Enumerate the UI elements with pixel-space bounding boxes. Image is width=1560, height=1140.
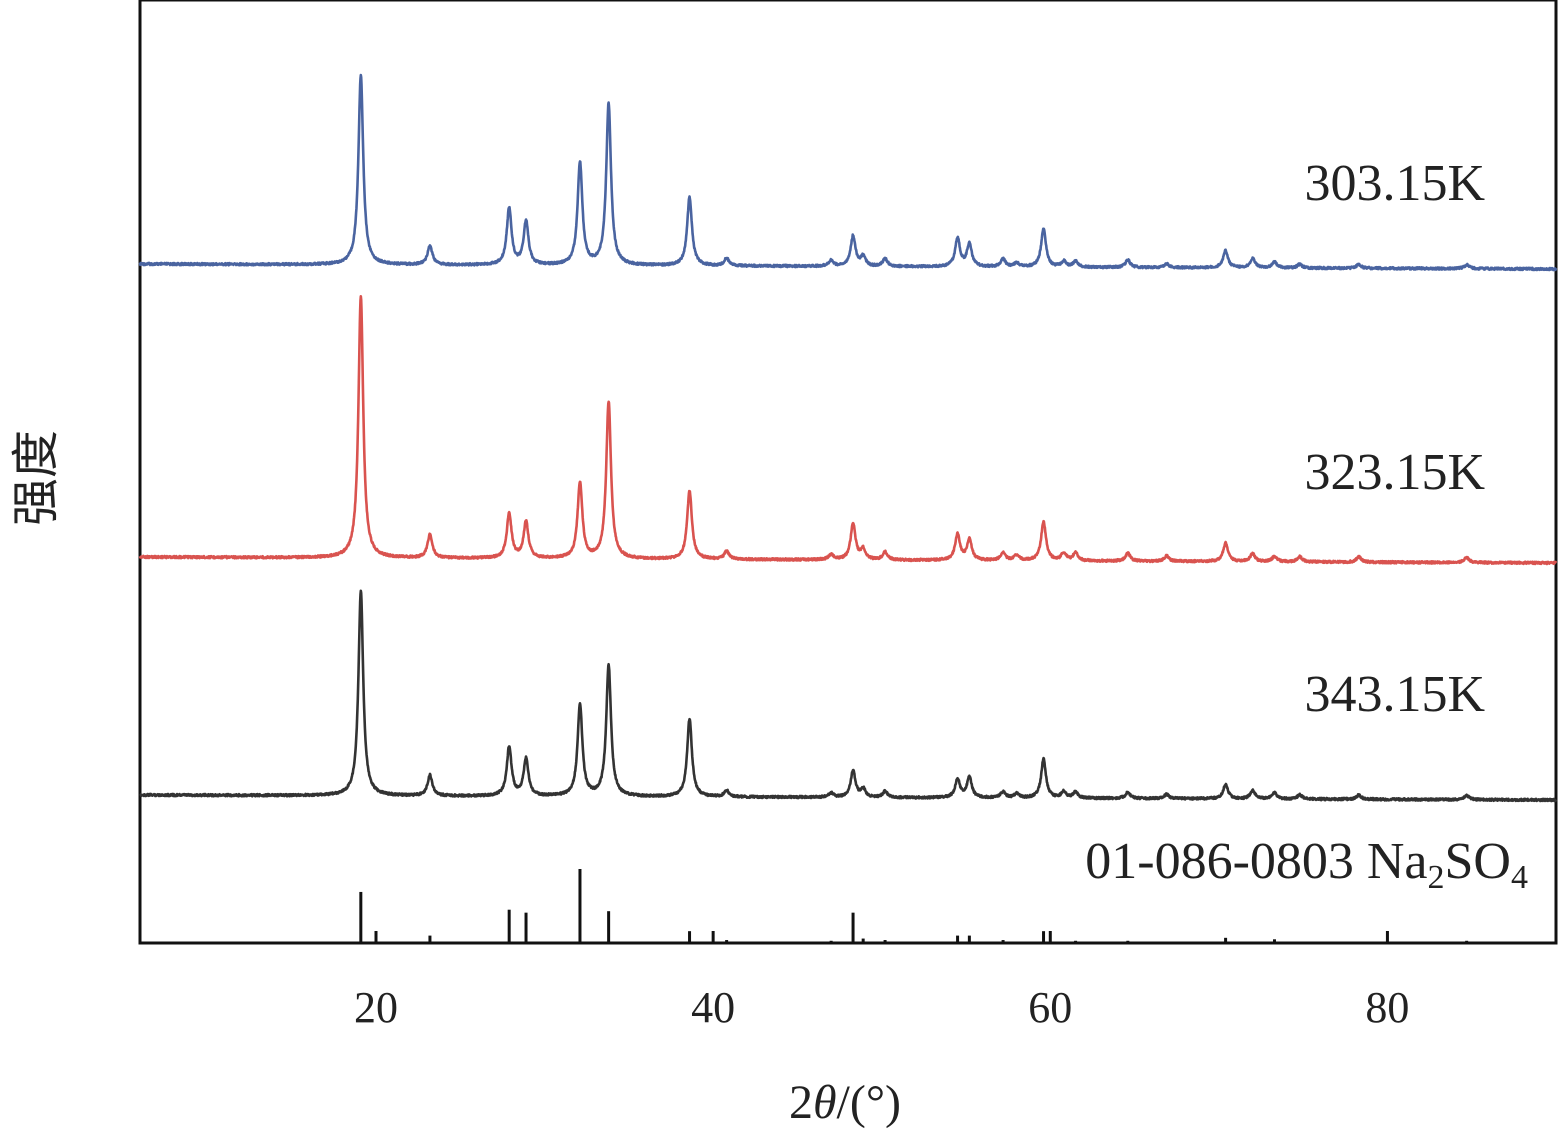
series-label-303: 303.15K: [1304, 155, 1485, 212]
x-tick-label-20: 20: [354, 983, 398, 1032]
plot-frame: [138, 0, 1558, 945]
reference-label-mid: SO: [1445, 833, 1511, 890]
x-tick-label-80: 80: [1365, 983, 1409, 1032]
reference-label: 01-086-0803 Na2SO4: [1085, 833, 1528, 896]
series-line-323.15K: [138, 294, 1558, 566]
reference-pattern: [359, 869, 1469, 943]
series-label-343: 343.15K: [1304, 666, 1485, 723]
x-axis-title-pre: 2: [789, 1076, 813, 1129]
x-tick-label-60: 60: [1028, 983, 1072, 1032]
x-ticks: 20 40 60 80: [354, 931, 1409, 1032]
series-line-303.15K: [138, 73, 1558, 272]
series-line-343.15K: [139, 589, 1558, 803]
x-axis-title-post: /(°): [837, 1076, 902, 1129]
series-label-323: 323.15K: [1304, 444, 1485, 501]
reference-label-main: 01-086-0803 Na: [1085, 833, 1427, 890]
reference-label-sub2: 4: [1511, 859, 1528, 896]
y-axis-title: 强度: [8, 430, 64, 526]
x-axis-title-theta: θ: [813, 1076, 837, 1129]
x-axis-title: 2θ/(°): [789, 1076, 901, 1129]
reference-label-sub1: 2: [1428, 859, 1445, 896]
series-layer: [138, 73, 1558, 803]
x-tick-label-40: 40: [691, 983, 735, 1032]
